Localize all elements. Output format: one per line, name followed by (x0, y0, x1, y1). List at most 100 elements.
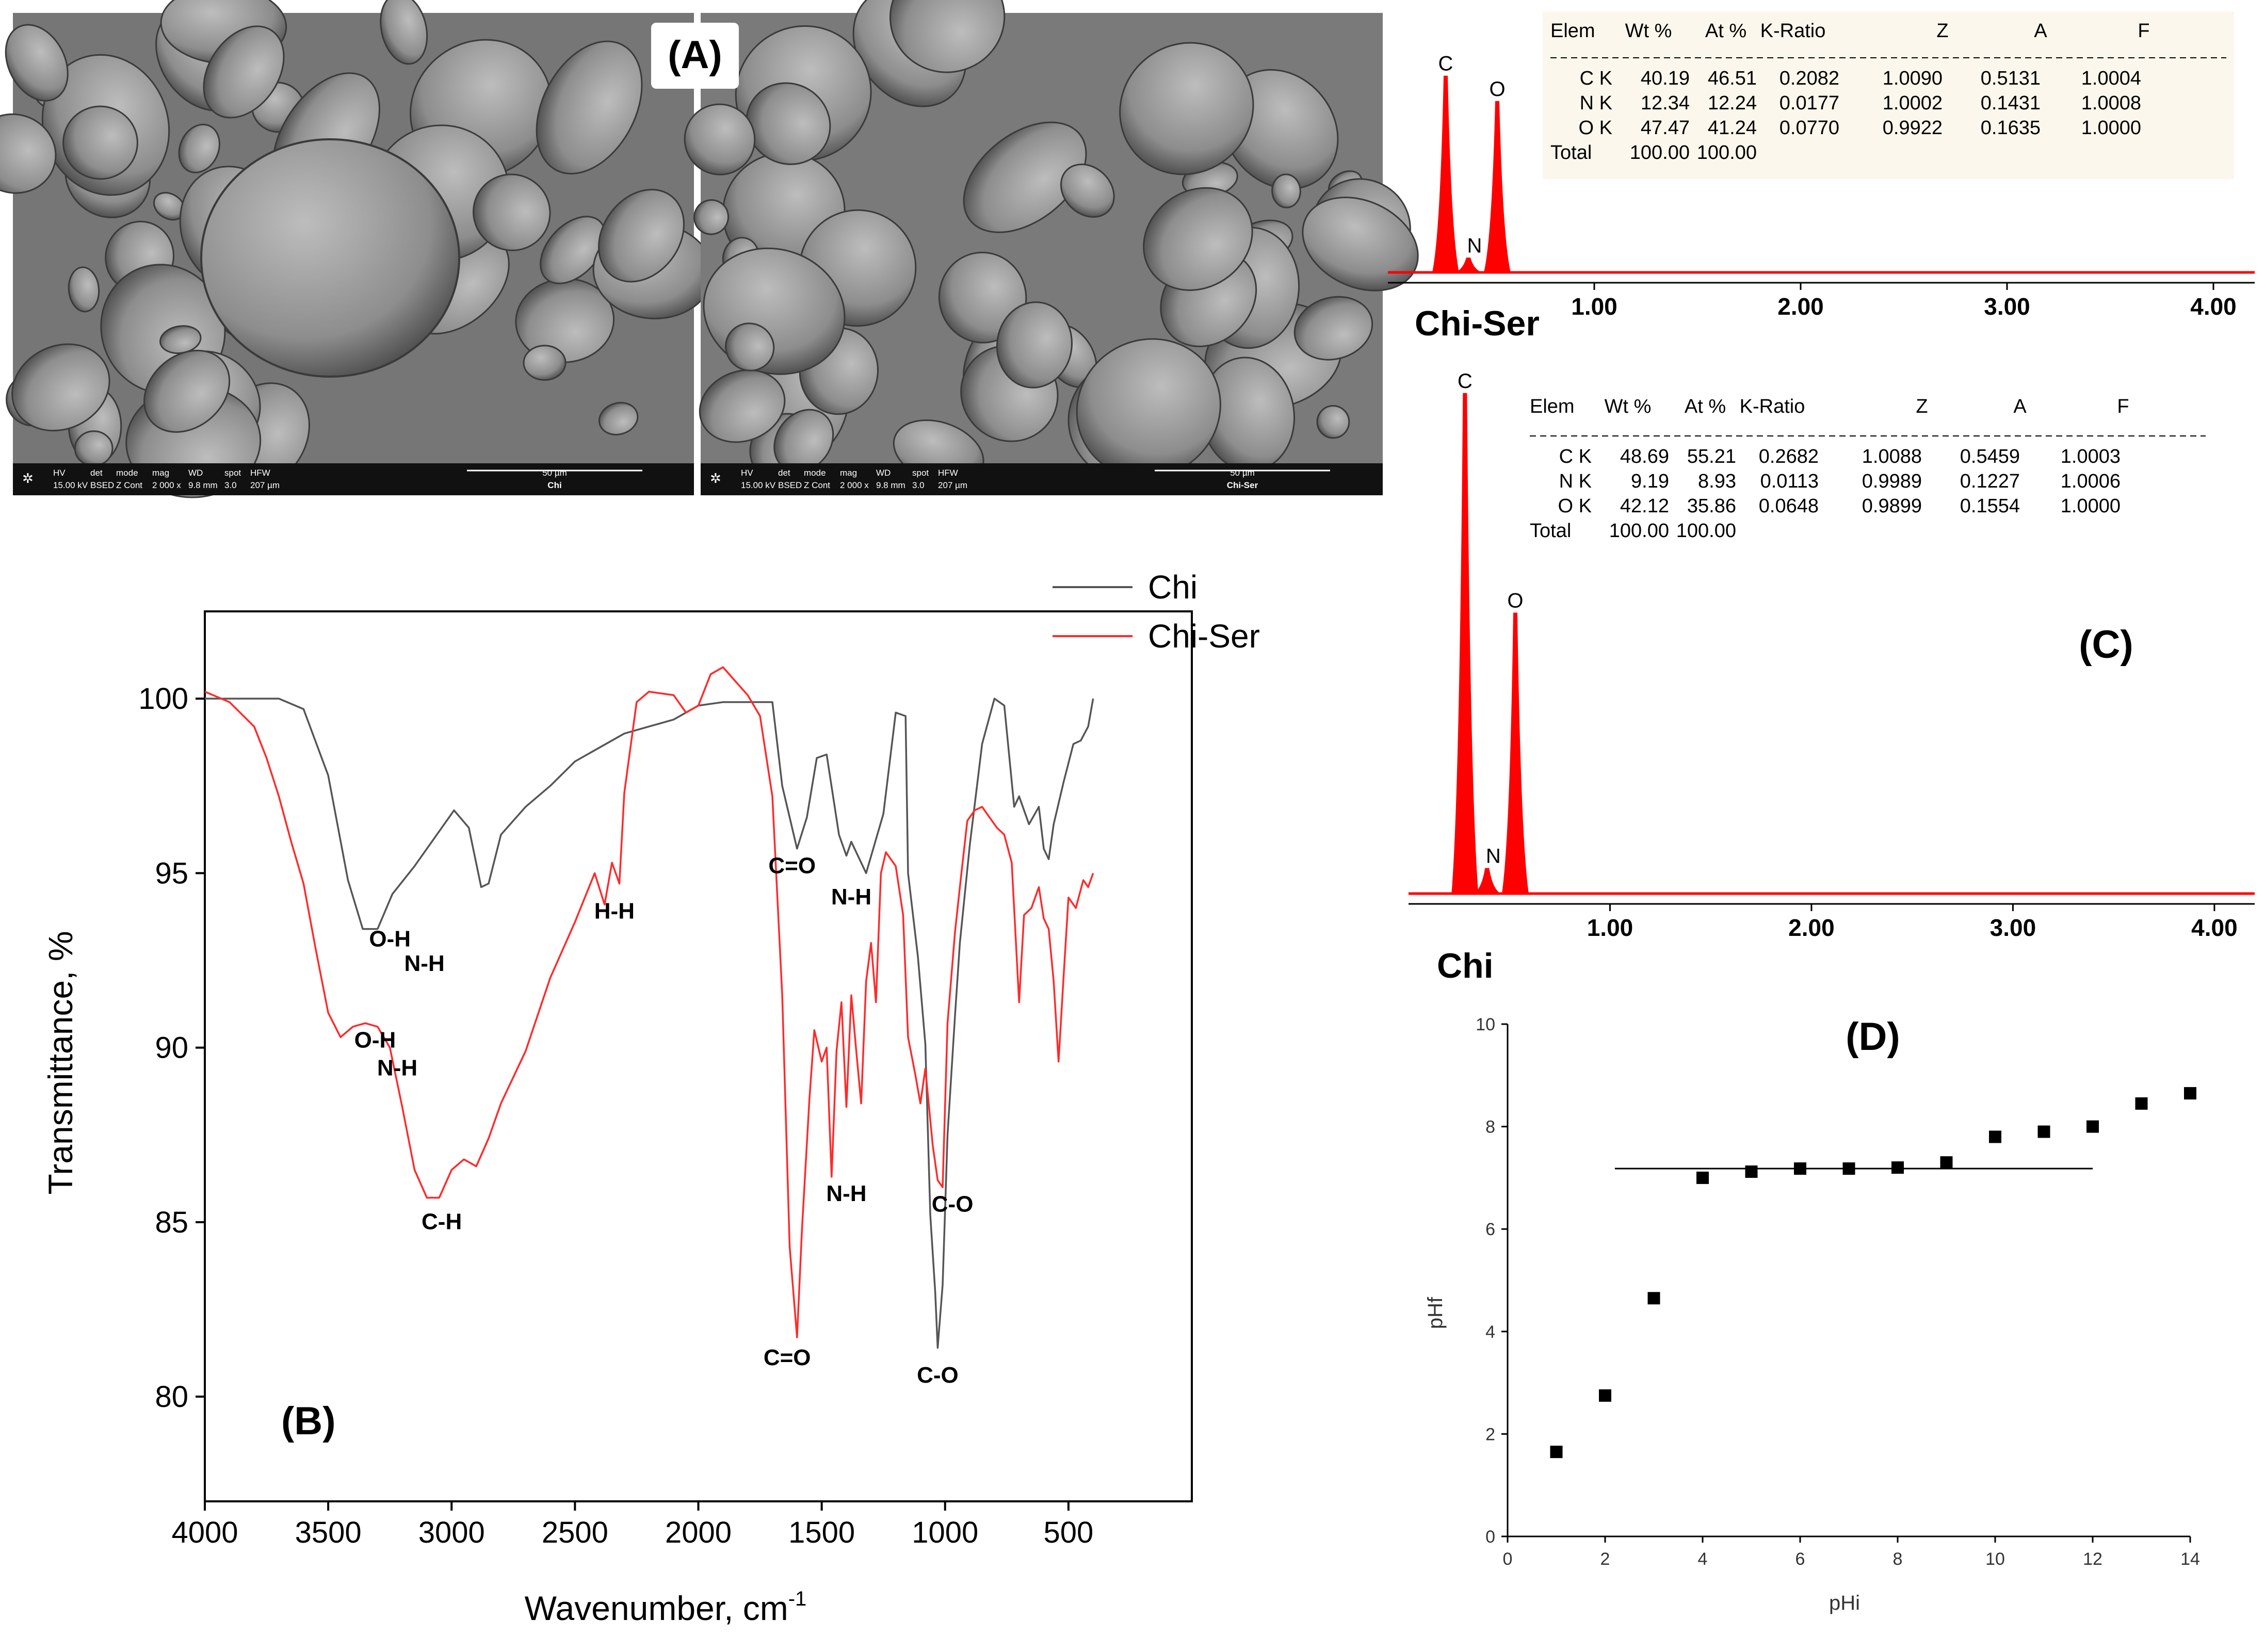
edx-table-row: O K 47.47 41.24 0.0770 0.9922 0.1635 1.0000 (1579, 117, 2141, 139)
ftir-series-chi-ser (204, 666, 1094, 1338)
sem-particle (62, 105, 138, 180)
sem-particle (200, 138, 460, 378)
sem-logo-icon: ✲ (22, 471, 34, 486)
edx-table-cell: 40.19 (1641, 68, 1690, 89)
edx-table-header-cell: Elem (1530, 396, 1575, 417)
sem-particle (889, 0, 1006, 73)
edx-peak-label: C (1438, 53, 1453, 75)
sem-particle (996, 301, 1073, 388)
edx-table-header-cell: F (2117, 396, 2129, 417)
edx-table-header-cell: A (2034, 20, 2047, 42)
edx-table-row: N K 12.34 12.24 0.0177 1.0002 0.1431 1.0008 (1580, 92, 2141, 114)
edx-peak-n (1455, 257, 1482, 272)
sem-particle (693, 199, 730, 235)
sem-particle (1271, 173, 1301, 208)
edx-table-cell: 1.0000 (2081, 117, 2141, 139)
edx-table-header-cell: At % (1705, 20, 1746, 42)
edx-table-header-cell: K-Ratio (1760, 20, 1826, 42)
sem-scale-label: 50 µm (1230, 468, 1255, 478)
edx-table-cell: 1.0090 (1883, 68, 1943, 89)
ftir-x-tick-label: 1000 (912, 1516, 978, 1549)
ftir-band-label: N-H (405, 951, 445, 976)
sem-particle (699, 369, 786, 443)
sem-particle (598, 402, 639, 435)
sem-meta-value: 15.00 kV (741, 480, 776, 490)
sem-meta-value: BSED (778, 480, 802, 490)
sem-particle (598, 188, 685, 283)
ph-point (1842, 1162, 1855, 1175)
sem-particle (178, 123, 220, 173)
edx-chi-ser-table-bg (1543, 11, 2234, 179)
ph-y-tick-label: 4 (1485, 1322, 1495, 1342)
edx-table-cell: Total (1550, 142, 1592, 164)
sem-meta-label: mode (804, 468, 826, 478)
edx-table-cell: N K (1559, 471, 1592, 492)
ftir-band-label: C-O (917, 1363, 959, 1388)
panel-d-ph-chart: 0 2 4 6 8 10 12 14 0 2 4 6 8 10 (D) pHi pHf (1424, 1015, 2200, 1614)
ph-y-tick-label: 0 (1485, 1527, 1495, 1547)
sem-particle (11, 343, 110, 432)
edx-chi-panel: Elem Wt % At % K-Ratio Z A F C K 48.69 55.21 0.268… (1409, 370, 2255, 985)
edx-table-cell: 100.00 (1697, 142, 1757, 164)
ftir-band-label: C=O (764, 1345, 811, 1370)
edx-peak-label: N (1467, 234, 1482, 257)
ftir-x-tick-label: 3000 (418, 1516, 485, 1549)
sem-meta-label: HFW (938, 468, 958, 478)
ftir-x-tick-label: 1500 (788, 1516, 855, 1549)
sem-meta-label: spot (912, 468, 929, 478)
sem-meta-value: 9.8 mm (876, 480, 905, 490)
ph-point (1794, 1162, 1806, 1175)
ph-point (2086, 1120, 2099, 1133)
sem-meta-value: 3.0 (224, 480, 237, 490)
sem-meta-value: 3.0 (912, 480, 925, 490)
edx-table-cell: 12.24 (1708, 92, 1757, 114)
edx-chi-ser-panel: Elem Wt % At % K-Ratio Z A F C K 40.19 46.51 0.208… (1388, 11, 2255, 343)
ftir-band-label: O-H (354, 1028, 396, 1053)
ftir-y-tick-label: 100 (138, 682, 188, 716)
ph-x-tick-label: 2 (1600, 1549, 1610, 1569)
edx-table-cell: 47.47 (1641, 117, 1690, 139)
edx-chi-sample-label: Chi (1437, 946, 1494, 985)
edx-table-cell: 100.00 (1676, 520, 1736, 542)
ph-point (1550, 1446, 1563, 1459)
edx-x-tick-label: 1.00 (1587, 914, 1633, 941)
edx-table-cell: 0.0770 (1779, 117, 1839, 139)
sem-meta-value: 15.00 kV (53, 480, 88, 490)
ftir-x-tick-label: 3500 (295, 1516, 362, 1549)
ftir-band-label: N-H (826, 1181, 866, 1206)
sem-meta-label: HV (53, 468, 66, 478)
edx-table-cell: 0.2682 (1759, 446, 1819, 467)
edx-table-header-cell: F (2138, 20, 2149, 42)
ftir-y-tick-label: 80 (155, 1380, 188, 1414)
ph-point (1989, 1130, 2001, 1143)
sem-scale-label: 50 µm (542, 468, 567, 478)
ftir-band-label: C-H (422, 1209, 462, 1234)
edx-table-cell: 0.1554 (1960, 495, 2020, 517)
edx-table-row: O K 42.12 35.86 0.0648 0.9899 0.1554 1.0000 (1558, 495, 2121, 517)
edx-table-cell: O K (1579, 117, 1612, 139)
ph-point (2037, 1125, 2050, 1138)
ftir-y-tick-label: 95 (155, 856, 188, 890)
edx-table-cell: 1.0004 (2081, 68, 2141, 89)
edx-table-header-cell: A (2013, 396, 2027, 417)
edx-table-cell: 0.1635 (1981, 117, 2041, 139)
sem-particle (1143, 187, 1253, 291)
edx-table-cell: 100.00 (1630, 142, 1690, 164)
edx-table-cell: 1.0006 (2061, 471, 2121, 492)
edx-table-row: C K 40.19 46.51 0.2082 1.0090 0.5131 1.0004 (1580, 68, 2141, 89)
sem-logo-icon: ✲ (710, 471, 721, 486)
edx-table-header-cell: Wt % (1625, 20, 1672, 42)
sem-meta-label: mag (840, 468, 857, 478)
panel-a-label-box (651, 23, 739, 89)
edx-peak-c (1451, 393, 1479, 894)
ph-x-tick-label: 6 (1795, 1549, 1805, 1569)
sem-meta-value: 2 000 x (152, 480, 181, 490)
edx-peak-label: C (1458, 370, 1473, 393)
sem-meta-label: WD (188, 468, 203, 478)
sem-particle (1293, 296, 1373, 361)
edx-x-tick-label: 2.00 (1777, 293, 1824, 320)
ph-y-tick-label: 2 (1485, 1424, 1495, 1444)
sem-meta-label: WD (876, 468, 891, 478)
edx-table-cell: 1.0008 (2081, 92, 2141, 114)
edx-table-cell: 55.21 (1687, 446, 1736, 467)
